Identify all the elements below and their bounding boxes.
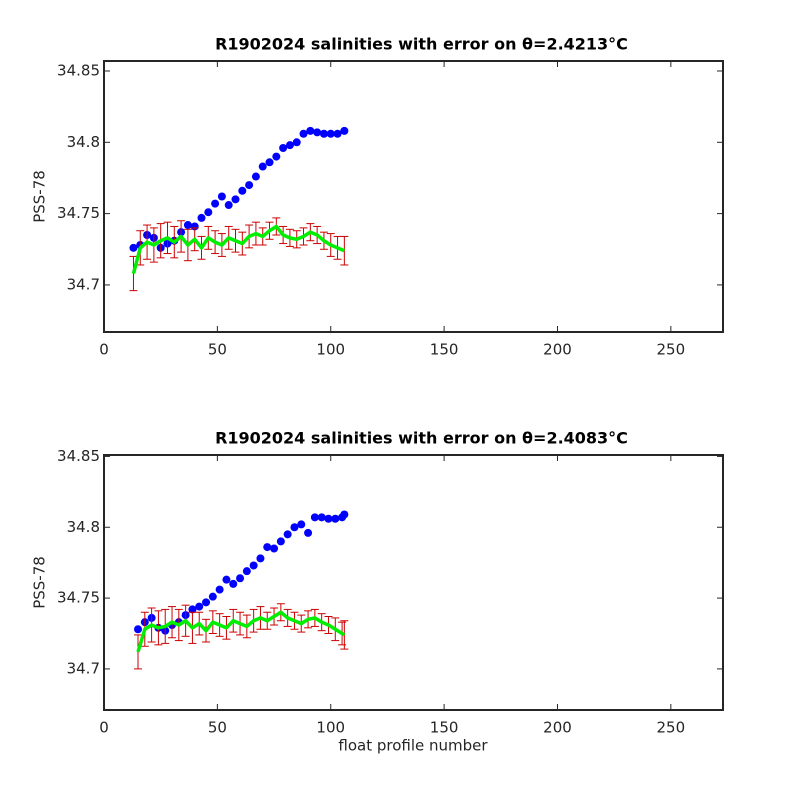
point xyxy=(279,144,288,153)
point xyxy=(202,598,211,607)
point xyxy=(231,195,240,204)
point xyxy=(236,574,245,583)
point xyxy=(276,537,285,546)
point xyxy=(272,152,281,161)
point xyxy=(208,592,217,601)
point xyxy=(292,138,301,147)
x-tick-label: 200 xyxy=(543,719,572,737)
point xyxy=(238,186,247,195)
point xyxy=(313,128,322,137)
x-tick-label: 150 xyxy=(430,719,459,737)
y-tick-label: 34.8 xyxy=(67,133,100,151)
point xyxy=(297,520,306,529)
point xyxy=(197,213,206,222)
point xyxy=(215,585,224,594)
x-tick-label: 250 xyxy=(657,719,686,737)
x-tick-label: 0 xyxy=(99,341,109,359)
point xyxy=(310,513,319,522)
point xyxy=(304,528,313,537)
y-tick-label: 34.8 xyxy=(67,518,100,536)
chart-title: R1902024 salinities with error on θ=2.40… xyxy=(215,429,628,448)
point xyxy=(211,199,220,208)
point xyxy=(183,221,192,230)
plot-area xyxy=(104,61,723,332)
x-tick-label: 100 xyxy=(316,719,345,737)
y-axis-label: PSS-78 xyxy=(31,556,49,609)
axes: 0 50 100 150 200 250 34.7 34.75 34.8 34.85 R190202… xyxy=(31,35,724,359)
y-tick-label: 34.7 xyxy=(67,275,100,293)
point xyxy=(283,530,292,539)
y-tick-label: 34.75 xyxy=(57,589,100,607)
point xyxy=(331,514,340,523)
point xyxy=(129,243,138,252)
point xyxy=(299,129,308,138)
x-tick-label: 50 xyxy=(208,719,227,737)
point xyxy=(265,158,274,167)
point xyxy=(340,126,349,135)
axes: 0 50 100 150 200 250 34.7 34.75 34.8 34.85 R190202… xyxy=(31,429,724,755)
y-axis-label: PSS-78 xyxy=(31,170,49,223)
point xyxy=(270,544,279,553)
point xyxy=(134,625,143,634)
point xyxy=(326,129,335,138)
point xyxy=(251,172,260,181)
y-tick-label: 34.85 xyxy=(57,447,100,465)
mapped-line xyxy=(131,224,346,274)
point xyxy=(324,514,333,523)
point xyxy=(319,129,328,138)
y-tick-label: 34.7 xyxy=(67,659,100,677)
axes-box xyxy=(103,454,724,711)
x-tick-label: 0 xyxy=(99,719,109,737)
point xyxy=(249,561,258,570)
point xyxy=(290,523,299,532)
y-tick-label: 34.75 xyxy=(57,204,100,222)
error-bar xyxy=(340,235,349,266)
x-axis-label: float profile number xyxy=(338,737,488,755)
point xyxy=(258,162,267,171)
point xyxy=(217,192,226,201)
x-tick-label: 200 xyxy=(543,341,572,359)
x-tick-label: 250 xyxy=(657,341,686,359)
point xyxy=(204,208,213,217)
axes-box xyxy=(103,60,724,333)
point xyxy=(224,201,233,210)
point xyxy=(256,554,265,563)
point xyxy=(222,575,231,584)
mapped-line xyxy=(136,610,346,653)
point xyxy=(245,181,254,190)
plot-area xyxy=(104,455,723,710)
point xyxy=(242,567,251,576)
point xyxy=(263,543,272,552)
point xyxy=(285,141,294,150)
x-tick-label: 100 xyxy=(316,341,345,359)
point xyxy=(188,605,197,614)
point xyxy=(195,602,204,611)
point xyxy=(333,129,342,138)
point xyxy=(317,513,326,522)
y-tick-label: 34.85 xyxy=(57,61,100,79)
point xyxy=(229,579,238,588)
point xyxy=(340,510,349,519)
x-tick-label: 50 xyxy=(208,341,227,359)
point xyxy=(306,126,315,135)
chart-title: R1902024 salinities with error on θ=2.42… xyxy=(215,35,628,54)
point xyxy=(190,222,199,231)
x-tick-label: 150 xyxy=(430,341,459,359)
